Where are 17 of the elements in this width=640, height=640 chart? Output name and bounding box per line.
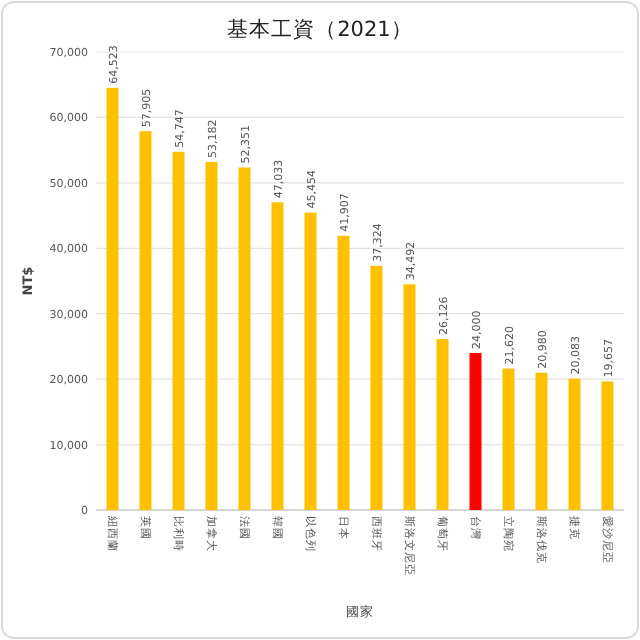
bar — [370, 265, 383, 510]
bar — [139, 131, 152, 510]
bar — [502, 368, 515, 510]
bar — [337, 235, 350, 510]
bar — [106, 87, 119, 510]
bar — [436, 339, 449, 510]
chart-title: 基本工資（2021） — [227, 16, 413, 42]
bar — [238, 167, 251, 510]
bar — [304, 212, 317, 510]
bar — [403, 284, 416, 510]
bar — [205, 162, 218, 510]
bar — [469, 352, 482, 510]
bar — [271, 202, 284, 510]
bar — [535, 372, 548, 510]
bar — [172, 151, 185, 510]
bar — [568, 378, 581, 510]
bar — [601, 381, 614, 510]
